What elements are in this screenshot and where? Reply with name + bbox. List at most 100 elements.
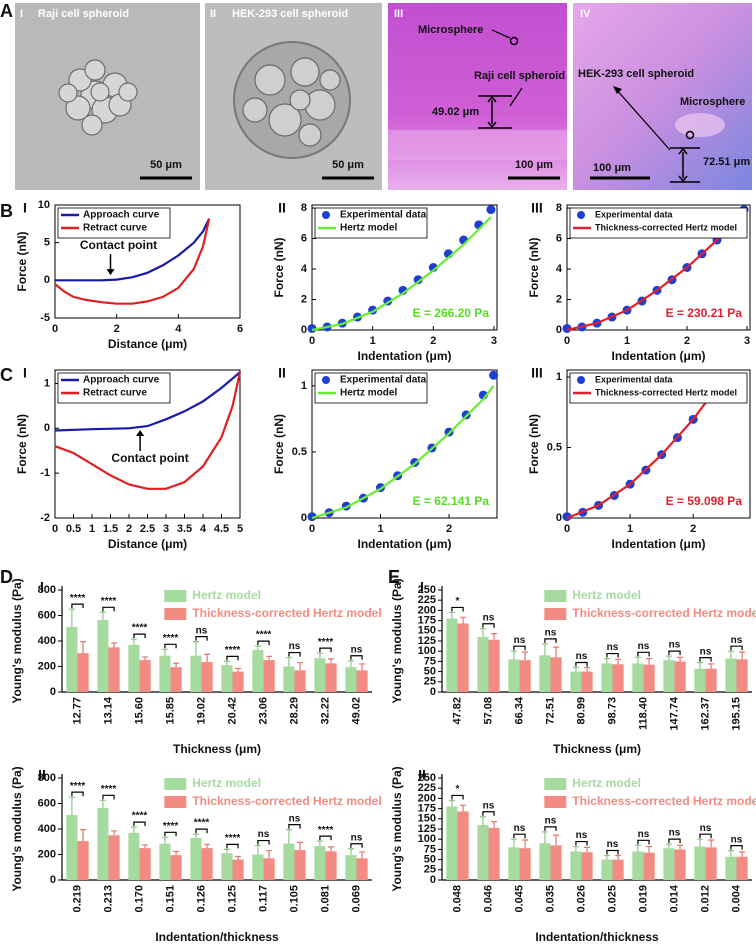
- y-tick-label: 400: [38, 823, 56, 835]
- x-tick-label: 0.069: [350, 885, 362, 913]
- bar: [170, 855, 182, 880]
- significance-label: ns: [607, 839, 619, 850]
- legend-label: Experimental data: [595, 209, 674, 219]
- bar: [325, 663, 337, 692]
- bar: [550, 657, 562, 692]
- x-tick-label: 3: [491, 335, 497, 347]
- y-axis-label: Force (nN): [527, 237, 541, 297]
- error-bar: [696, 838, 703, 847]
- legend-swatch: [164, 796, 187, 808]
- height-label: 72.51 μm: [703, 156, 750, 168]
- y-tick-label: 10: [38, 199, 50, 211]
- significance-bracket: [226, 655, 239, 661]
- bar: [77, 653, 89, 692]
- x-tick-label: 0: [309, 523, 315, 535]
- error-bar: [297, 841, 304, 851]
- significance-bracket: [288, 824, 301, 829]
- scale-bar-label: 50 μm: [150, 159, 182, 171]
- significance-label: ns: [514, 823, 526, 834]
- x-tick-label: 13.14: [102, 696, 114, 724]
- x-tick-label: 2: [430, 335, 436, 347]
- x-tick-label: 0: [564, 335, 570, 347]
- bar: [66, 814, 78, 880]
- error-bar: [111, 830, 118, 836]
- panel-numeral: I: [40, 579, 44, 595]
- bar: [632, 851, 644, 880]
- bar: [477, 824, 489, 880]
- error-bar: [677, 656, 684, 662]
- legend-label: Thickness-corrected Hertz model: [572, 606, 756, 620]
- error-bar: [584, 846, 591, 853]
- legend-marker: [577, 211, 585, 219]
- error-bar: [328, 658, 335, 664]
- error-bar: [603, 657, 610, 664]
- bar: [283, 843, 295, 880]
- legend-label: Approach curve: [83, 375, 160, 386]
- data-point: [486, 205, 496, 215]
- x-tick-label: 1: [370, 335, 376, 347]
- plot-frame: [54, 204, 241, 319]
- significance-bracket: [451, 606, 464, 612]
- x-tick-label: 3: [163, 523, 169, 535]
- legend-label: Experimental data: [340, 210, 427, 221]
- significance-bracket: [544, 826, 557, 831]
- error-bar: [460, 616, 467, 624]
- image-label: Microsphere: [680, 96, 745, 108]
- scale-bar-label: 50 μm: [332, 159, 364, 171]
- x-tick-label: 0.213: [102, 885, 114, 913]
- error-bar: [615, 658, 622, 665]
- error-bar: [130, 638, 137, 645]
- legend-box: [569, 207, 748, 239]
- legend-box: [57, 372, 171, 404]
- error-bar: [696, 662, 703, 669]
- error-bar: [204, 653, 211, 663]
- significance-label: ****: [132, 623, 148, 634]
- error-bar: [739, 851, 746, 857]
- bar: [725, 658, 737, 692]
- scale-bar-label: 100 μm: [593, 162, 631, 174]
- x-tick-label: 0: [52, 523, 58, 535]
- significance-label: ns: [351, 832, 363, 843]
- y-axis-label: Young's modulus (Pa): [10, 578, 24, 703]
- legend-label: Thickness-corrected Hertz model: [192, 606, 381, 620]
- significance-label: ****: [163, 633, 179, 644]
- bar: [325, 851, 337, 880]
- bar: [252, 649, 264, 692]
- y-tick-label: 100: [418, 833, 436, 845]
- legend-box: [569, 372, 748, 404]
- bar: [345, 855, 357, 880]
- significance-label: ns: [483, 800, 495, 811]
- plot-frame: [566, 369, 751, 519]
- x-tick-label: 57.08: [482, 697, 494, 725]
- error-bar: [173, 850, 180, 856]
- y-tick-label: 100: [418, 645, 436, 657]
- x-tick-label: 0.170: [133, 885, 145, 913]
- bar: [356, 858, 368, 880]
- x-tick-label: 1: [89, 523, 95, 535]
- x-tick-label: 2: [690, 523, 696, 535]
- significance-bracket: [226, 843, 239, 849]
- y-tick-label: 4: [301, 263, 308, 275]
- x-axis-label: Indentation (μm): [358, 537, 452, 551]
- bar: [694, 846, 706, 880]
- error-bar: [266, 655, 273, 661]
- bar: [725, 856, 737, 880]
- error-bar: [708, 663, 715, 669]
- x-tick-label: 0.081: [319, 885, 331, 913]
- bar: [488, 827, 500, 880]
- y-tick-label: 150: [418, 813, 436, 825]
- significance-label: ns: [700, 646, 712, 657]
- x-axis-label: Distance (μm): [108, 537, 187, 551]
- significance-bracket: [606, 652, 619, 658]
- error-bar: [359, 851, 366, 859]
- panel-numeral: III: [531, 365, 543, 381]
- significance-label: ns: [638, 829, 650, 840]
- x-tick-label: 0.125: [226, 885, 238, 913]
- bar: [488, 639, 500, 692]
- legend-label: Thickness-corrected Hertz model: [192, 794, 381, 808]
- x-tick-label: 23.06: [257, 697, 269, 725]
- error-bar: [727, 650, 734, 659]
- annotation: E = 62.141 Pa: [413, 494, 490, 508]
- bar: [294, 670, 306, 692]
- significance-bracket: [195, 636, 208, 641]
